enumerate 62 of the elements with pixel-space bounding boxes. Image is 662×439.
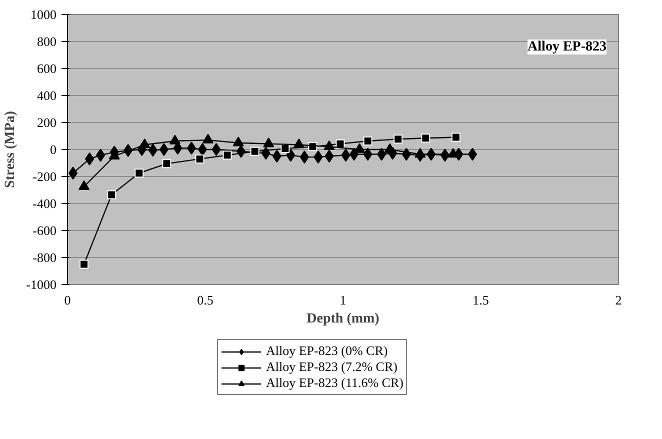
y-tick-label: 800 bbox=[37, 34, 56, 49]
point bbox=[232, 136, 244, 146]
point bbox=[293, 138, 304, 148]
y-tick-label: -600 bbox=[32, 223, 57, 238]
y-tick-label: 600 bbox=[37, 61, 56, 76]
point bbox=[68, 166, 78, 180]
point bbox=[202, 134, 214, 144]
point bbox=[324, 140, 335, 150]
y-tick-label: 400 bbox=[37, 88, 56, 103]
point bbox=[80, 260, 89, 269]
point bbox=[421, 134, 430, 143]
point bbox=[341, 148, 350, 162]
legend-label: Alloy EP-823 (11.6% CR) bbox=[266, 375, 404, 391]
point bbox=[314, 150, 323, 164]
point bbox=[451, 132, 460, 142]
point bbox=[354, 143, 366, 153]
point bbox=[377, 148, 386, 161]
point bbox=[139, 138, 150, 148]
point bbox=[363, 136, 372, 146]
point bbox=[261, 146, 270, 160]
y-tick-label: 1000 bbox=[30, 7, 56, 22]
x-tick-label: 0.5 bbox=[197, 292, 214, 308]
legend-label: Alloy EP-823 (7.2% CR) bbox=[266, 359, 398, 375]
x-axis-title: Depth (mm) bbox=[306, 312, 380, 326]
point bbox=[159, 143, 168, 156]
point bbox=[148, 144, 158, 157]
y-tick-label: -200 bbox=[32, 169, 57, 184]
point bbox=[280, 144, 290, 154]
point bbox=[222, 150, 232, 160]
point bbox=[324, 150, 334, 163]
x-tick-label: 0 bbox=[64, 292, 71, 308]
point bbox=[300, 150, 309, 164]
y-tick-label: -1000 bbox=[26, 277, 57, 292]
annotation: Alloy EP-823 bbox=[528, 40, 607, 54]
legend-label: Alloy EP-823 (0% CR) bbox=[266, 343, 388, 359]
point bbox=[134, 168, 144, 178]
point bbox=[394, 134, 403, 144]
point bbox=[162, 159, 172, 168]
point bbox=[107, 190, 116, 200]
point bbox=[96, 148, 106, 162]
y-tick-label: 0 bbox=[50, 142, 56, 157]
point bbox=[414, 148, 426, 158]
point bbox=[85, 152, 94, 166]
y-axis-title: Stress (MPa) bbox=[3, 110, 18, 188]
point bbox=[198, 143, 207, 156]
point bbox=[195, 154, 204, 164]
point bbox=[286, 148, 296, 162]
x-tick-label: 1 bbox=[340, 292, 346, 308]
point bbox=[263, 138, 274, 148]
point bbox=[250, 146, 260, 156]
y-tick-label: -400 bbox=[32, 196, 57, 211]
point bbox=[468, 148, 477, 161]
point bbox=[363, 148, 372, 161]
point bbox=[272, 150, 282, 163]
x-tick-label: 2 bbox=[615, 292, 622, 308]
point bbox=[186, 142, 196, 155]
y-tick-label: -800 bbox=[32, 250, 57, 265]
point bbox=[169, 134, 180, 144]
y-tick-label: 200 bbox=[37, 115, 56, 130]
point bbox=[212, 143, 221, 156]
x-tick-label: 1.5 bbox=[472, 292, 489, 308]
point bbox=[78, 180, 90, 190]
